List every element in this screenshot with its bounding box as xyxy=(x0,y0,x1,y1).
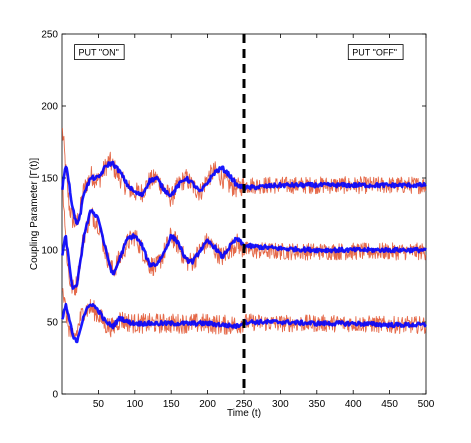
annotation-border xyxy=(347,44,404,60)
x-tick-label: 150 xyxy=(163,399,180,410)
annotation-box: PUT "OFF" xyxy=(347,44,404,60)
y-tick-label: 250 xyxy=(41,30,58,41)
x-tick-label: 100 xyxy=(126,399,143,410)
annotation-border xyxy=(74,44,125,60)
x-tick-label: 350 xyxy=(308,399,325,410)
y-axis-label: Coupling Parameter [Γ(t)] xyxy=(29,158,40,270)
y-tick-label: 200 xyxy=(41,102,58,113)
x-tick-label: 250 xyxy=(236,399,253,410)
annotation-box: PUT "ON" xyxy=(74,44,125,60)
annotation-label: PUT "ON" xyxy=(79,48,119,58)
annotation-layer: PUT "ON" PUT "OFF" xyxy=(74,44,404,60)
x-tick-label: 200 xyxy=(199,399,216,410)
x-axis-label: Time (t) xyxy=(227,408,261,419)
axis-ticks: 50 100 150 200 250 300 350 400 450 500 0 50 100 150 20… xyxy=(41,30,434,411)
y-tick-label: 50 xyxy=(47,318,59,329)
x-tick-label: 450 xyxy=(381,399,398,410)
x-tick-label: 50 xyxy=(93,399,105,410)
annotation-label: PUT "OFF" xyxy=(352,48,397,58)
x-tick-label: 300 xyxy=(272,399,289,410)
x-tick-label: 400 xyxy=(345,399,362,410)
x-tick-label: 500 xyxy=(418,399,435,410)
y-tick-label: 100 xyxy=(41,246,58,257)
y-tick-label: 0 xyxy=(52,390,58,401)
y-tick-label: 150 xyxy=(41,174,58,185)
